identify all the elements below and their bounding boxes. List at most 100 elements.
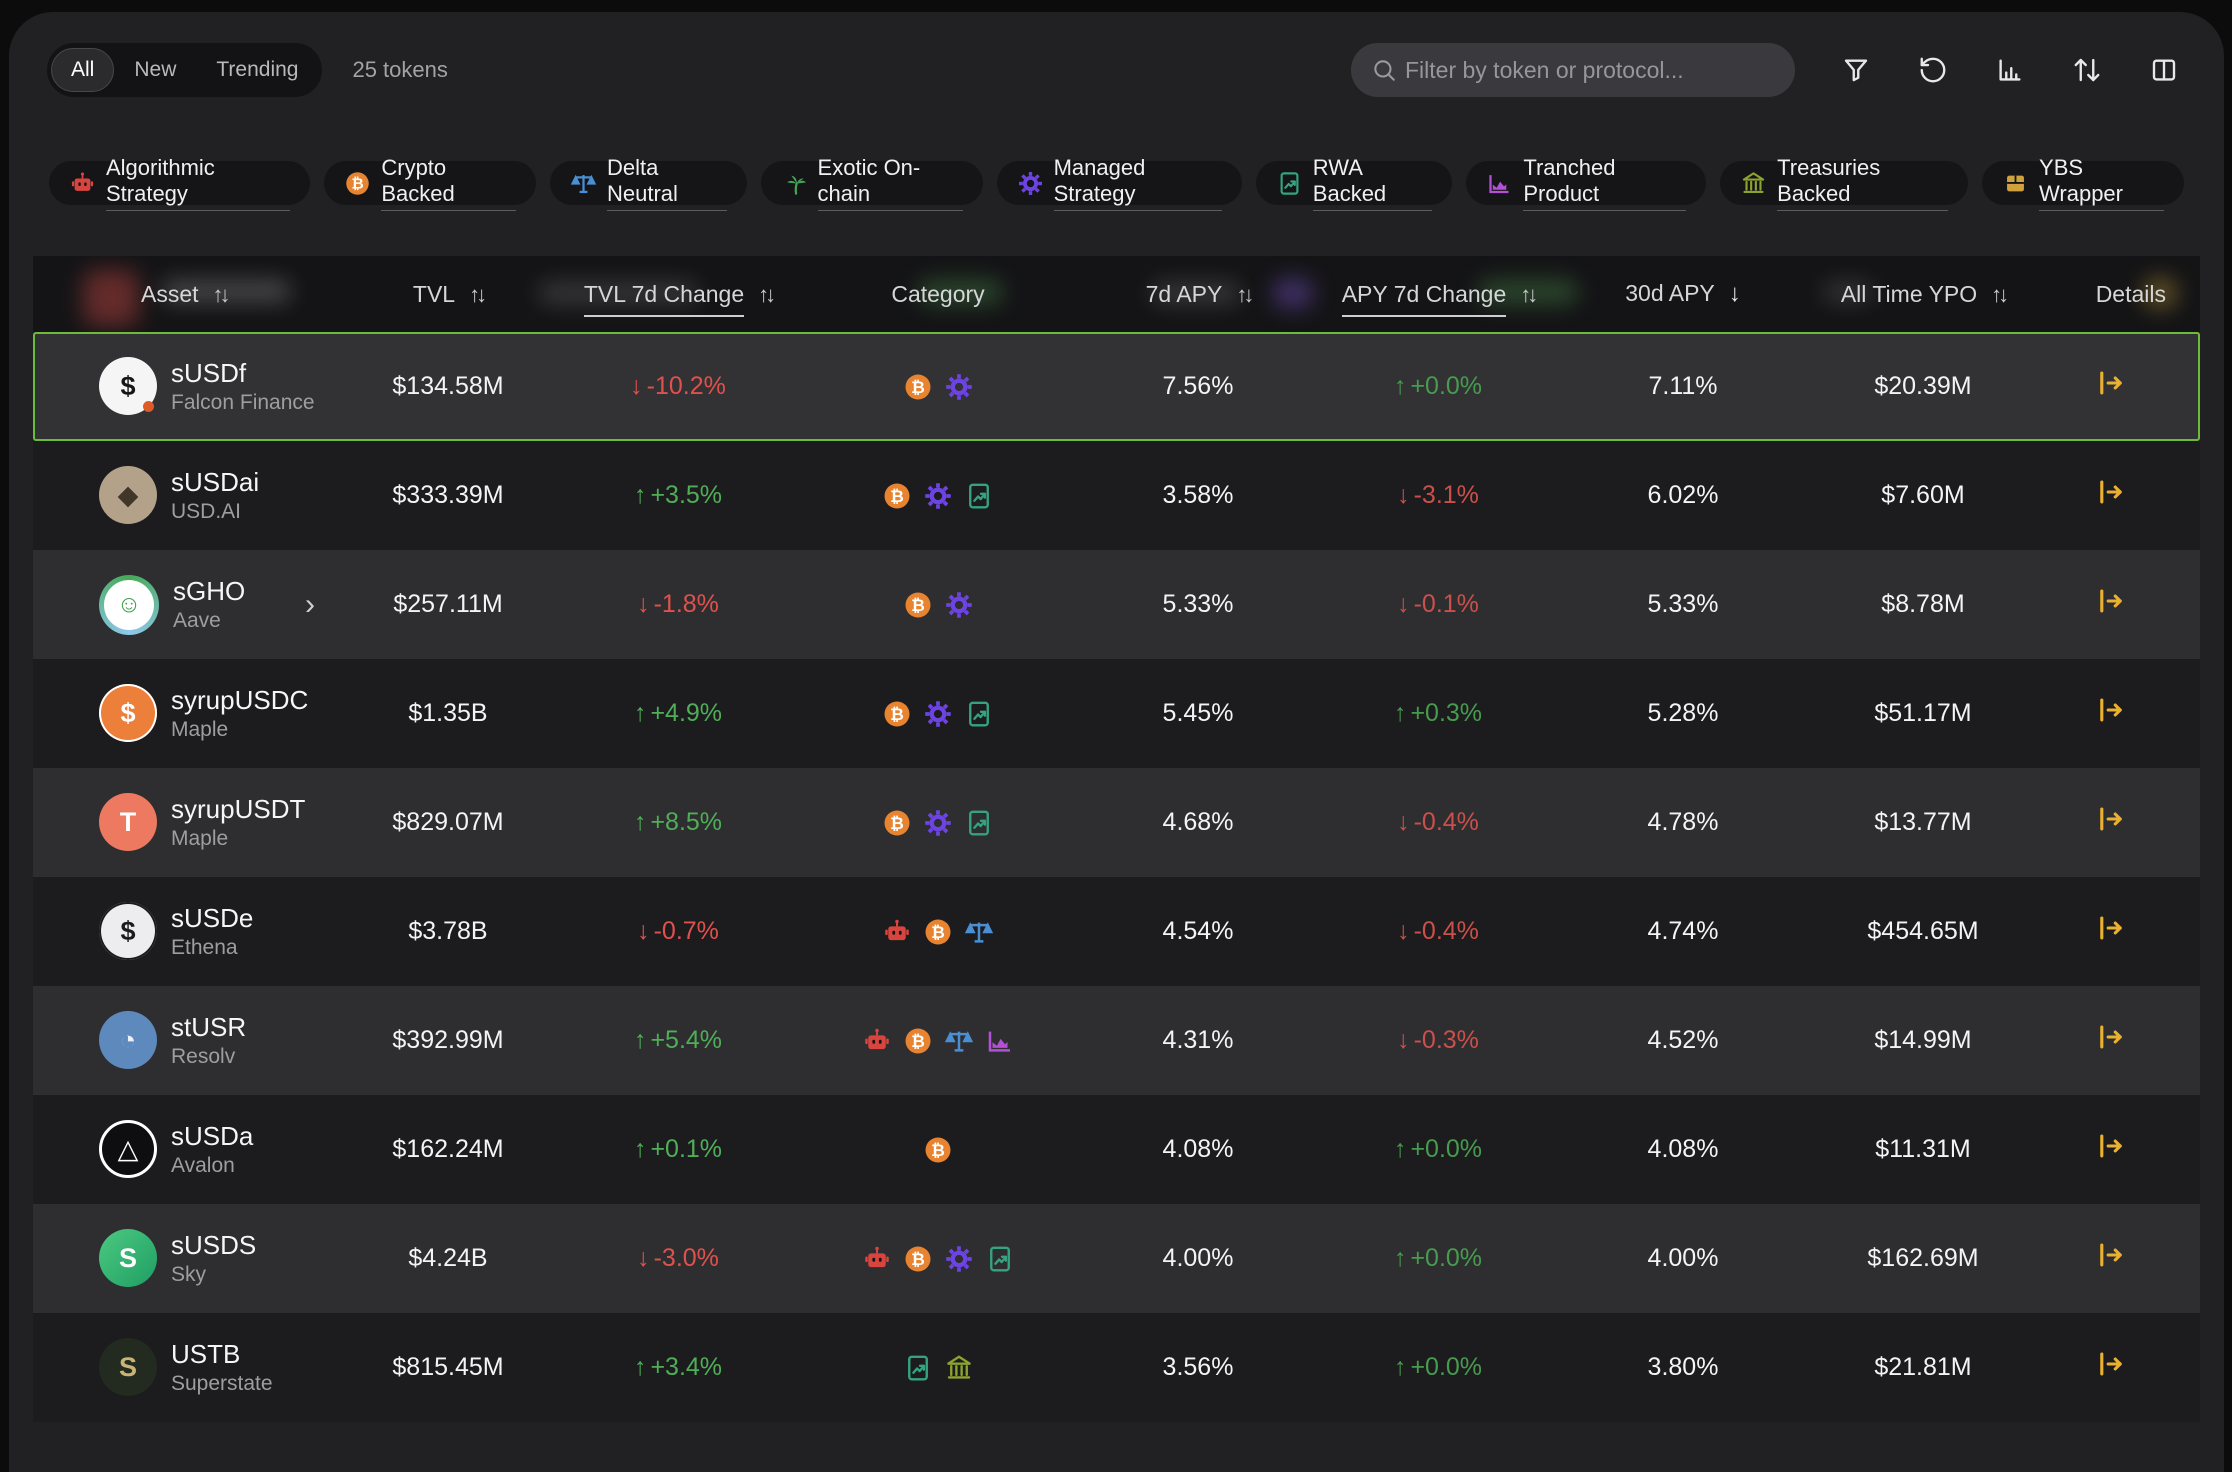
filter-chip-rwa[interactable]: RWA Backed	[1255, 155, 1453, 211]
sort-icon[interactable]: ↑↓	[1991, 281, 2009, 307]
sort-icon[interactable]: ↑↓	[1520, 281, 1538, 307]
tab-new[interactable]: New	[134, 58, 177, 81]
details-button[interactable]	[2094, 475, 2128, 509]
tvl-cell: $257.11M	[393, 590, 503, 618]
chip-label: Tranched Product	[1523, 155, 1687, 211]
bitcoin-icon: ₿	[923, 917, 953, 947]
column-header-label[interactable]: 30d APY	[1625, 280, 1715, 306]
arrow-down-icon: ↓	[1397, 590, 1410, 618]
apy-change-value: +0.0%	[1410, 372, 1483, 400]
columns-icon[interactable]	[2149, 55, 2179, 85]
table-row-sUSDa[interactable]: △ sUSDa Avalon $162.24M ↑ +0.1% ₿ 4.08% ↑ +0.0% 4.…	[33, 1095, 2200, 1204]
robot-icon	[69, 170, 96, 197]
sort-icon[interactable]: ↑↓	[212, 281, 231, 307]
details-button[interactable]	[2094, 693, 2128, 727]
details-button[interactable]	[2094, 802, 2128, 836]
filter-chip-treasuries[interactable]: Treasuries Backed	[1720, 155, 1969, 211]
table-row-sUSDf[interactable]: $ sUSDf Falcon Finance $134.58M ↓ -10.2% ₿ 7.56…	[33, 332, 2200, 441]
gear-icon	[923, 481, 953, 511]
details-button[interactable]	[2094, 911, 2128, 945]
sort-icon[interactable]: ↑↓	[469, 281, 487, 307]
column-header-label[interactable]: All Time YPO	[1840, 280, 1978, 307]
details-button[interactable]	[2094, 1347, 2128, 1381]
search-bar[interactable]	[1351, 43, 1795, 97]
all-time-ypo-cell: $20.39M	[1874, 372, 1972, 400]
bitcoin-icon: ₿	[903, 1244, 933, 1274]
category-cell: ₿	[793, 917, 1083, 947]
gear-icon	[1017, 170, 1044, 197]
token-symbol: USTB	[171, 1338, 241, 1369]
details-cell	[2043, 802, 2200, 843]
token-logo: $	[99, 357, 157, 416]
table-row-stUSR[interactable]: ◔ stUSR Resolv $392.99M ↑ +5.4% ₿ 4.31% ↓ -0.3% 4.…	[33, 986, 2200, 1095]
token-protocol: Maple	[171, 718, 229, 742]
filter-chip-exotic[interactable]: Exotic On-chain	[760, 155, 983, 211]
arrow-up-down-icon[interactable]	[2072, 55, 2102, 85]
column-header-label[interactable]: APY 7d Change	[1341, 280, 1507, 317]
sort-desc-icon[interactable]: ↓	[1728, 280, 1741, 307]
apy-7d-cell: 3.58%	[1162, 481, 1234, 509]
column-header-label[interactable]: Category	[891, 280, 985, 307]
details-button[interactable]	[2094, 1020, 2128, 1054]
asset-cell: ◆ sUSDai USD.AI	[33, 466, 333, 526]
chip-label: Algorithmic Strategy	[105, 155, 291, 211]
arrow-up-icon: ↑	[633, 1135, 647, 1163]
header-scroll-artifact	[1478, 280, 1578, 304]
apy-change-cell: ↑ +0.3%	[1313, 699, 1563, 728]
table-row-USTB[interactable]: S USTB Superstate $815.45M ↑ +3.4% 3.56% ↑ +0.0%…	[33, 1313, 2200, 1422]
column-header-label[interactable]: Asset	[141, 280, 199, 307]
column-header-label[interactable]: 7d APY	[1145, 280, 1223, 307]
column-header-label[interactable]: TVL 7d Change	[583, 280, 745, 317]
chip-label: Delta Neutral	[606, 155, 727, 211]
column-header-label[interactable]: TVL	[412, 280, 456, 307]
all-time-ypo-cell: $7.60M	[1881, 481, 1965, 509]
details-button[interactable]	[2094, 366, 2128, 400]
filter-icon[interactable]	[1841, 55, 1871, 85]
expand-chevron-icon[interactable]: ›	[305, 587, 315, 621]
rotate-ccw-icon[interactable]	[1918, 55, 1948, 85]
token-logo-glyph: S	[99, 1229, 157, 1288]
apy-change-cell: ↑ +0.0%	[1313, 1244, 1563, 1273]
details-button[interactable]	[2094, 584, 2128, 618]
filter-chip-algorithmic[interactable]: Algorithmic Strategy	[48, 155, 311, 211]
tab-trending[interactable]: Trending	[216, 58, 299, 81]
search-input[interactable]	[1405, 56, 1775, 84]
chip-label: Exotic On-chain	[817, 155, 963, 211]
column-header-label[interactable]: Details	[2095, 280, 2166, 307]
asset-cell: $ sUSDf Falcon Finance	[33, 357, 333, 417]
apy-30d-cell: 6.02%	[1647, 481, 1719, 509]
apy-7d-cell: 4.68%	[1162, 808, 1234, 836]
category-cell: ₿	[793, 1244, 1083, 1274]
column-header-apy_change: APY 7d Change ↑↓	[1313, 280, 1563, 317]
header-scroll-artifact	[161, 280, 291, 302]
token-names: sUSDS Sky	[171, 1229, 256, 1289]
filter-chip-crypto[interactable]: ₿ Crypto Backed	[324, 155, 536, 211]
apy-change-value: -0.4%	[1413, 808, 1479, 836]
tab-all[interactable]: All	[51, 48, 115, 92]
svg-text:₿: ₿	[931, 1140, 945, 1159]
apy-30d-cell: 4.52%	[1647, 1026, 1719, 1054]
apy-7d-cell: 5.45%	[1162, 699, 1234, 727]
filter-chip-delta[interactable]: Delta Neutral	[549, 155, 747, 211]
details-button[interactable]	[2094, 1129, 2128, 1163]
sort-icon[interactable]: ↑↓	[1236, 281, 1254, 307]
token-names: USTB Superstate	[171, 1338, 273, 1398]
table-row-sUSDai[interactable]: ◆ sUSDai USD.AI $333.39M ↑ +3.5% ₿ 3.58% ↓ -3.1% 6…	[33, 441, 2200, 550]
asset-cell: S USTB Superstate	[33, 1338, 333, 1398]
filter-chip-tranched[interactable]: Tranched Product	[1466, 155, 1707, 211]
filter-chip-ybs[interactable]: YBS Wrapper	[1982, 155, 2184, 211]
arrow-down-icon: ↓	[630, 372, 643, 400]
tvl-change-value: -10.2%	[646, 372, 726, 400]
sort-icon[interactable]: ↑↓	[758, 281, 776, 307]
table-row-syrupUSDC[interactable]: $ syrupUSDC Maple $1.35B ↑ +4.9% ₿ 5.45% ↑ +0.3% 5…	[33, 659, 2200, 768]
details-button[interactable]	[2094, 1238, 2128, 1272]
filter-chip-managed[interactable]: Managed Strategy	[996, 155, 1242, 211]
table-row-sUSDe[interactable]: $ sUSDe Ethena $3.78B ↓ -0.7% ₿ 4.54% ↓ -0.4% 4.74…	[33, 877, 2200, 986]
bar-chart-icon[interactable]	[1995, 55, 2025, 85]
table-row-sGHO[interactable]: ☺ sGHO Aave › $257.11M ↓ -1.8% ₿ 5.33% ↓ -0.1% 5.33…	[33, 550, 2200, 659]
chip-label: Treasuries Backed	[1777, 155, 1949, 211]
doc-chart-icon	[964, 481, 994, 511]
